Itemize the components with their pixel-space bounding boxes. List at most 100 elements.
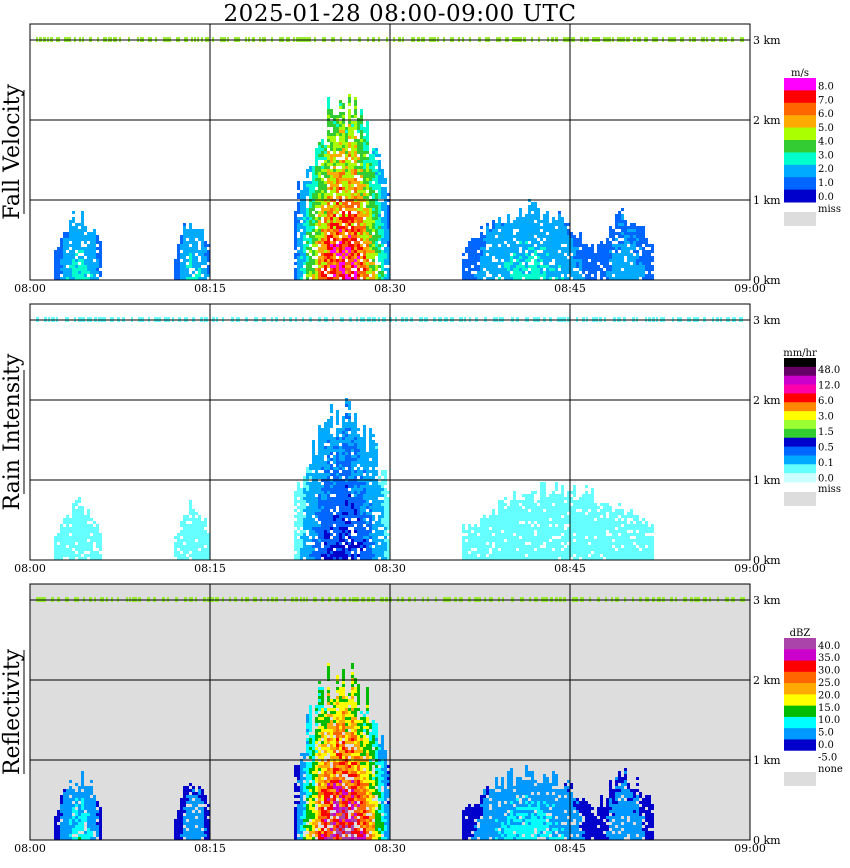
- echo-cell: [201, 557, 204, 560]
- echo-cell: [366, 497, 369, 500]
- echo-cell: [354, 476, 357, 479]
- echo-cell: [384, 482, 387, 485]
- echo-cell: [330, 226, 333, 229]
- echo-cell: [204, 530, 207, 533]
- echo-cell: [351, 512, 354, 515]
- echo-cell: [462, 545, 465, 548]
- echo-cell: [468, 241, 471, 244]
- echo-cell: [513, 506, 516, 509]
- echo-cell: [336, 133, 339, 136]
- echo-cell: [465, 530, 468, 533]
- echo-cell: [309, 181, 312, 184]
- echo-cell: [339, 259, 342, 262]
- echo-cell: [318, 461, 321, 464]
- echo-cell: [207, 253, 210, 256]
- echo-cell: [537, 226, 540, 229]
- echo-cell: [378, 259, 381, 262]
- echo-cell: [207, 271, 210, 274]
- echo-cell: [315, 277, 318, 280]
- echo-cell: [357, 187, 360, 190]
- echo-cell: [333, 545, 336, 548]
- echo-cell: [354, 431, 357, 434]
- echo-cell: [372, 262, 375, 265]
- echo-cell: [366, 461, 369, 464]
- echo-cell: [309, 539, 312, 542]
- echo-cell: [537, 241, 540, 244]
- echo-cell: [315, 524, 318, 527]
- echo-cell: [498, 238, 501, 241]
- echo-cell: [534, 524, 537, 527]
- echo-cell: [180, 238, 183, 241]
- echo-cell: [342, 533, 345, 536]
- echo-cell: [507, 527, 510, 530]
- echo-cell: [522, 226, 525, 229]
- echo-cell: [363, 539, 366, 542]
- echo-cell: [327, 217, 330, 220]
- echo-cell: [363, 127, 366, 130]
- echo-cell: [69, 220, 72, 223]
- echo-cell: [375, 521, 378, 524]
- echo-cell: [300, 238, 303, 241]
- echo-cell: [342, 452, 345, 455]
- echo-cell: [339, 154, 342, 157]
- echo-cell: [315, 500, 318, 503]
- echo-cell: [324, 533, 327, 536]
- echo-cell: [315, 551, 318, 554]
- echo-cell: [186, 530, 189, 533]
- echo-cell: [363, 250, 366, 253]
- echo-cell: [189, 536, 192, 539]
- echo-cell: [525, 521, 528, 524]
- echo-cell: [336, 184, 339, 187]
- echo-cell: [306, 193, 309, 196]
- echo-cell: [306, 256, 309, 259]
- echo-cell: [627, 253, 630, 256]
- echo-cell: [531, 217, 534, 220]
- echo-cell: [564, 518, 567, 521]
- echo-cell: [324, 277, 327, 280]
- echo-cell: [342, 539, 345, 542]
- echo-cell: [510, 530, 513, 533]
- colorbar-label: 7.0: [818, 95, 834, 106]
- echo-cell: [585, 250, 588, 253]
- echo-cell: [366, 145, 369, 148]
- echo-cell: [339, 485, 342, 488]
- echo-cell: [504, 536, 507, 539]
- echo-cell: [303, 268, 306, 271]
- echo-cell: [294, 277, 297, 280]
- echo-cell: [513, 491, 516, 494]
- echo-cell: [63, 277, 66, 280]
- echo-cell: [354, 112, 357, 115]
- echo-cell: [75, 536, 78, 539]
- echo-cell: [516, 515, 519, 518]
- echo-cell: [375, 181, 378, 184]
- echo-cell: [564, 536, 567, 539]
- echo-cell: [66, 515, 69, 518]
- echo-cell: [627, 241, 630, 244]
- echo-cell: [582, 250, 585, 253]
- echo-cell: [315, 217, 318, 220]
- echo-cell: [561, 557, 564, 560]
- echo-cell: [492, 518, 495, 521]
- echo-cell: [321, 476, 324, 479]
- echo-cell: [312, 533, 315, 536]
- echo-cell: [348, 524, 351, 527]
- echo-cell: [357, 500, 360, 503]
- echo-cell: [348, 452, 351, 455]
- echo-cell: [606, 259, 609, 262]
- echo-cell: [357, 124, 360, 127]
- echo-cell: [318, 440, 321, 443]
- echo-cell: [360, 127, 363, 130]
- echo-cell: [567, 521, 570, 524]
- echo-cell: [342, 247, 345, 250]
- echo-cell: [333, 491, 336, 494]
- echo-cell: [498, 557, 501, 560]
- echo-cell: [516, 256, 519, 259]
- echo-cell: [339, 175, 342, 178]
- echo-cell: [555, 548, 558, 551]
- echo-cell: [387, 542, 390, 545]
- echo-cell: [363, 443, 366, 446]
- echo-cell: [339, 250, 342, 253]
- colorbar-swatch: [784, 152, 816, 166]
- echo-cell: [363, 434, 366, 437]
- echo-cell: [378, 530, 381, 533]
